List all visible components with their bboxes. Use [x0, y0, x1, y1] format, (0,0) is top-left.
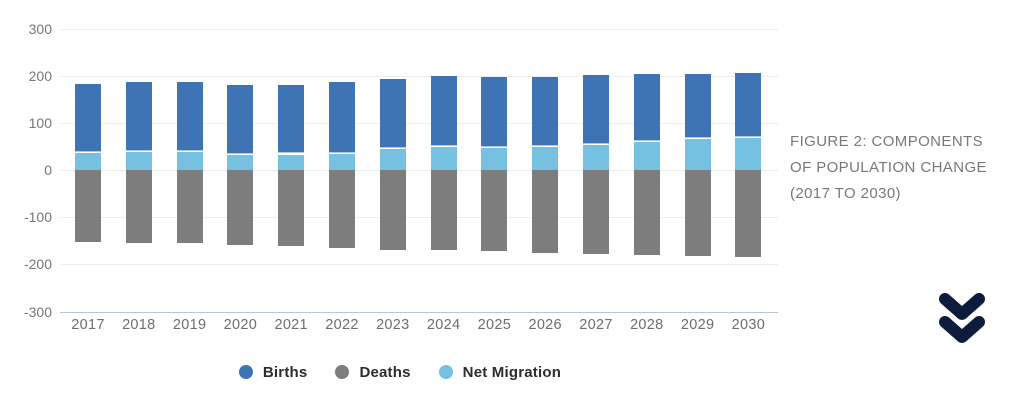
net-migration-bar-2022 — [329, 152, 355, 170]
y-axis-tick--300: -300 — [23, 303, 52, 320]
chart-legend: Births Deaths Net Migration — [60, 360, 740, 384]
y-axis-tick-200: 200 — [28, 67, 52, 84]
x-axis-label-2020: 2020 — [223, 317, 258, 333]
births-bar-2026 — [532, 76, 559, 147]
y-axis-tick-300: 300 — [28, 20, 52, 37]
deaths-bar-2030 — [735, 170, 762, 258]
births-bar-2022 — [329, 81, 355, 153]
x-axis-label-2019: 2019 — [172, 317, 207, 333]
deaths-bar-2022 — [329, 170, 355, 248]
y-axis-tick--100: -100 — [23, 209, 52, 226]
births-bar-2025 — [481, 77, 508, 148]
x-axis-label-2024: 2024 — [426, 317, 461, 333]
legend-label: Births — [262, 363, 308, 381]
births-bar-2030 — [735, 72, 762, 137]
births-bar-2020 — [227, 84, 254, 154]
gridline-y-100 — [60, 122, 778, 124]
x-axis-label-2030: 2030 — [731, 317, 766, 333]
net-migration-bar-2021 — [278, 153, 305, 170]
gridline-y-0 — [60, 170, 778, 171]
x-axis-label-2026: 2026 — [528, 317, 562, 333]
births-bar-2019 — [176, 81, 203, 151]
net-migration-bar-2028 — [633, 141, 660, 170]
x-axis-label-2029: 2029 — [680, 317, 715, 333]
gridline-y--100 — [60, 217, 778, 219]
births-bar-2021 — [278, 84, 305, 154]
gridline-y--300 — [60, 311, 778, 313]
births-bar-2028 — [633, 74, 660, 142]
deaths-bar-2020 — [227, 170, 254, 245]
net-migration-bar-2027 — [583, 144, 609, 170]
legend-swatch-icon — [238, 365, 253, 379]
legend-item-births: Births — [238, 363, 308, 381]
deaths-bar-2023 — [379, 170, 406, 250]
x-axis-label-2017: 2017 — [71, 317, 105, 333]
double-chevron-down-icon — [939, 293, 985, 343]
deaths-bar-2028 — [633, 170, 660, 255]
deaths-bar-2024 — [430, 170, 457, 251]
net-migration-bar-2018 — [125, 151, 152, 170]
x-axis-label-2025: 2025 — [477, 317, 512, 333]
net-migration-bar-2026 — [532, 146, 559, 170]
net-migration-bar-2029 — [684, 138, 711, 170]
births-bar-2018 — [125, 81, 152, 152]
deaths-bar-2019 — [176, 170, 203, 244]
y-axis-tick--200: -200 — [23, 256, 52, 273]
legend-swatch-icon — [335, 365, 350, 379]
net-migration-bar-2019 — [176, 150, 203, 170]
x-axis-label-2027: 2027 — [579, 317, 613, 333]
net-migration-bar-2023 — [379, 147, 406, 170]
x-axis-label-2021: 2021 — [274, 317, 308, 333]
gridline-y-300 — [60, 28, 778, 30]
legend-swatch-icon — [438, 365, 453, 379]
net-migration-bar-2030 — [735, 137, 762, 170]
deaths-bar-2027 — [583, 170, 609, 254]
births-bar-2029 — [684, 73, 711, 139]
figure-caption: FIGURE 2: COMPONENTS OF POPULATION CHANG… — [790, 129, 1005, 207]
legend-item-net-migration: Net Migration — [438, 363, 562, 381]
legend-label: Deaths — [359, 363, 411, 381]
net-migration-bar-2020 — [227, 154, 254, 170]
figure-caption-line-2: OF POPULATION CHANGE — [790, 159, 987, 176]
births-bar-2027 — [583, 75, 609, 145]
deaths-bar-2018 — [125, 170, 152, 244]
deaths-bar-2017 — [75, 170, 101, 242]
x-axis-label-2028: 2028 — [630, 317, 664, 333]
legend-item-deaths: Deaths — [335, 364, 410, 381]
births-bar-2017 — [75, 83, 101, 153]
gridline-y--200 — [60, 264, 778, 266]
net-migration-bar-2024 — [430, 146, 457, 170]
deaths-bar-2029 — [684, 170, 711, 256]
x-axis-label-2022: 2022 — [325, 317, 359, 333]
deaths-bar-2025 — [481, 170, 508, 252]
y-axis-tick-100: 100 — [28, 114, 52, 131]
births-bar-2023 — [379, 79, 406, 148]
net-migration-bar-2017 — [75, 152, 101, 170]
births-bar-2024 — [430, 75, 457, 147]
net-migration-bar-2025 — [481, 147, 508, 170]
gridline-y-200 — [60, 75, 778, 77]
x-axis-label-2023: 2023 — [376, 317, 410, 333]
figure-caption-line-1: FIGURE 2: COMPONENTS — [790, 133, 984, 150]
deaths-bar-2021 — [278, 170, 305, 246]
legend-label: Net Migration — [462, 363, 562, 381]
scroll-down-button[interactable] — [936, 290, 988, 346]
x-axis-label-2018: 2018 — [122, 317, 156, 333]
deaths-bar-2026 — [532, 170, 559, 253]
y-axis-tick-0: 0 — [44, 162, 52, 178]
figure-caption-line-3: (2017 TO 2030) — [790, 185, 901, 202]
